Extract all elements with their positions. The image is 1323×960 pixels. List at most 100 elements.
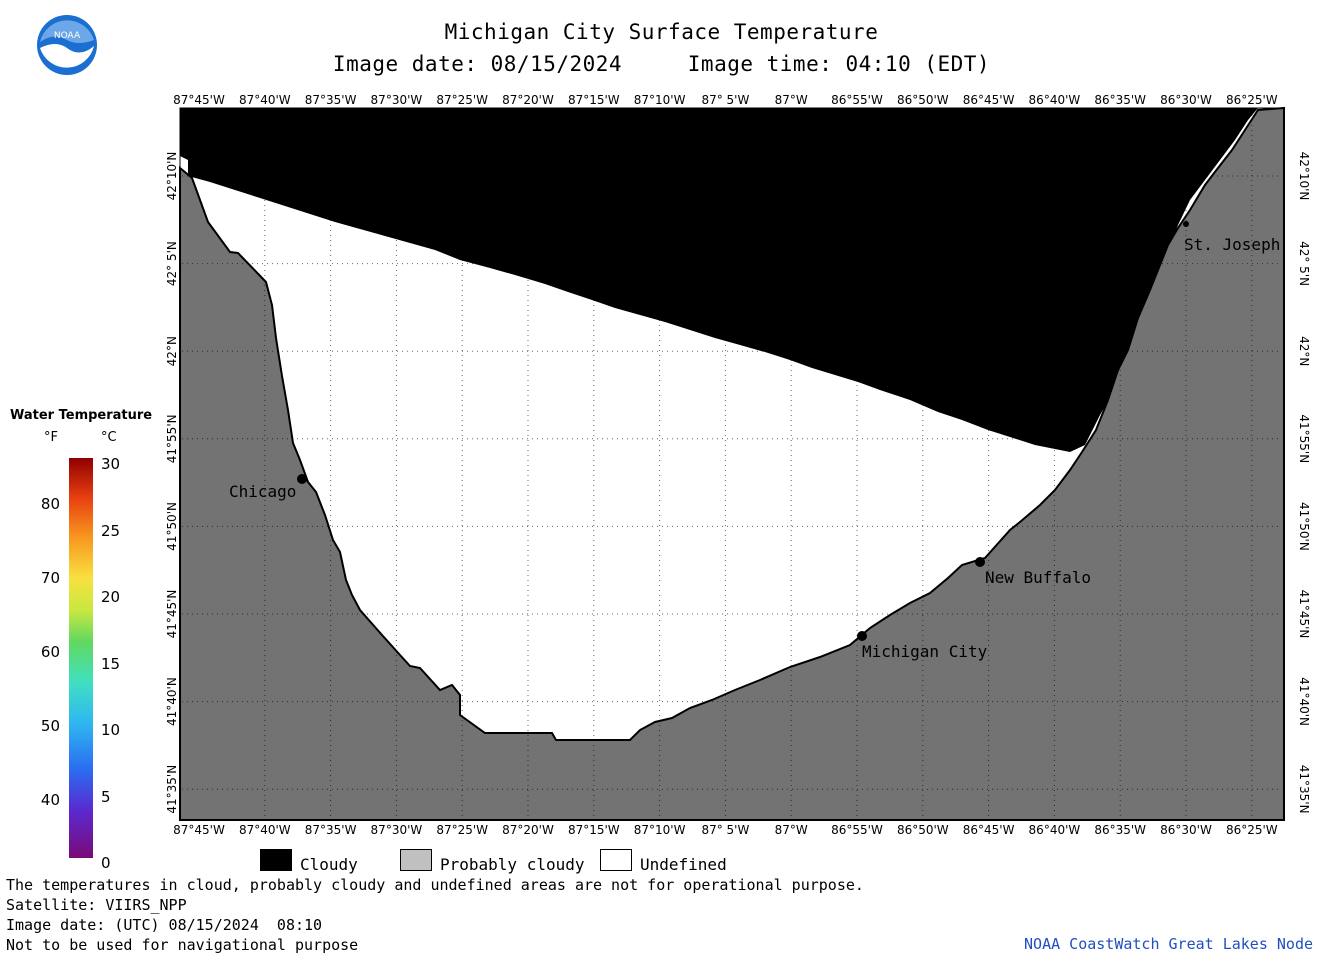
city-label: Chicago [229, 482, 296, 501]
celsius-tick: 30 [101, 455, 121, 473]
longitude-label: 87° 5'W [701, 93, 749, 107]
temperature-legend-title: Water Temperature [10, 408, 153, 423]
longitude-labels-bottom: 87°45'W 87°40'W 87°35'W 87°30'W 87°25'W 87°20… [173, 823, 1278, 837]
latitude-label: 42° 5'N [165, 241, 179, 286]
celsius-tick: 20 [101, 588, 121, 606]
longitude-labels-top: 87°45'W 87°40'W 87°35'W 87°30'W 87°25'W 87°20… [173, 93, 1278, 107]
longitude-label: 87°W [775, 93, 808, 107]
undefined-label: Undefined [640, 855, 727, 874]
longitude-label: 86°30'W [1160, 823, 1212, 837]
longitude-label: 87°W [775, 823, 808, 837]
latitude-label: 41°35'N [165, 765, 179, 814]
celsius-tick: 15 [101, 654, 121, 673]
longitude-label: 87°15'W [568, 823, 620, 837]
longitude-label: 86°40'W [1029, 823, 1081, 837]
city-chicago: Chicago [229, 474, 307, 501]
city-label: Michigan City [862, 642, 988, 661]
city-marker-icon [1183, 221, 1189, 227]
longitude-label: 87°25'W [436, 93, 488, 107]
longitude-label: 86°55'W [831, 823, 883, 837]
celsius-tick: 5 [101, 787, 111, 806]
probably-cloudy-swatch [400, 849, 432, 871]
fahrenheit-tick: 40 [40, 791, 60, 809]
latitude-label: 41°55'N [165, 414, 179, 463]
longitude-label: 87°40'W [239, 823, 291, 837]
latitude-labels-right: 42°10'N 42° 5'N 42°N 41°55'N 41°50'N 41°45'N 4… [1297, 152, 1311, 814]
longitude-label: 87°20'W [502, 823, 554, 837]
longitude-label: 87° 5'W [701, 823, 749, 837]
longitude-label: 87°15'W [568, 93, 620, 107]
longitude-label: 86°45'W [963, 823, 1015, 837]
longitude-label: 86°40'W [1029, 93, 1081, 107]
city-label: New Buffalo [985, 568, 1091, 587]
svg-text:NOAA: NOAA [54, 31, 81, 41]
fahrenheit-tick: 70 [40, 569, 60, 587]
longitude-label: 87°25'W [436, 823, 488, 837]
fahrenheit-unit: °F [44, 430, 58, 445]
fahrenheit-tick: 50 [40, 717, 60, 735]
temperature-color-bar [69, 458, 93, 858]
latitude-label: 41°50'N [1297, 502, 1311, 551]
latitude-label: 42°10'N [165, 152, 179, 201]
city-st-joseph: St. Joseph [1183, 221, 1280, 254]
fahrenheit-tick: 80 [40, 495, 60, 513]
city-marker-icon [297, 474, 307, 484]
image-date-time: Image date: 08/15/2024 Image time: 04:10… [332, 52, 991, 76]
celsius-unit: °C [101, 430, 117, 445]
noaa-logo-icon: NOAA [37, 15, 97, 75]
fahrenheit-tick: 60 [40, 643, 60, 661]
longitude-label: 86°50'W [897, 823, 949, 837]
credit-link[interactable]: NOAA CoastWatch Great Lakes Node [1024, 935, 1313, 953]
celsius-tick: 10 [101, 721, 121, 739]
city-label: St. Joseph [1184, 235, 1280, 254]
cloudy-swatch [260, 849, 292, 871]
latitude-label: 42°10'N [1297, 152, 1311, 201]
city-new-buffalo: New Buffalo [975, 557, 1091, 587]
longitude-label: 86°55'W [831, 93, 883, 107]
longitude-label: 86°35'W [1094, 93, 1146, 107]
longitude-label: 86°30'W [1160, 93, 1212, 107]
longitude-label: 87°35'W [305, 823, 357, 837]
latitude-label: 42° 5'N [1297, 241, 1311, 286]
longitude-label: 86°35'W [1094, 823, 1146, 837]
longitude-label: 87°10'W [634, 823, 686, 837]
longitude-label: 87°30'W [371, 823, 423, 837]
city-michigan-city: Michigan City [857, 631, 988, 661]
cloudy-label: Cloudy [300, 855, 358, 874]
longitude-label: 87°35'W [305, 93, 357, 107]
disclaimer-text: The temperatures in cloud, probably clou… [6, 876, 864, 894]
land-area [179, 106, 1285, 821]
map-frame [179, 107, 1285, 821]
latitude-label: 42°N [1297, 336, 1311, 366]
probably-cloudy-label: Probably cloudy [440, 855, 585, 874]
graticule [182, 110, 1282, 818]
city-marker-icon [857, 631, 867, 641]
longitude-label: 86°50'W [897, 93, 949, 107]
longitude-label: 87°45'W [173, 93, 225, 107]
satellite-text: Satellite: VIIRS_NPP [6, 896, 187, 914]
latitude-label: 41°40'N [1297, 677, 1311, 726]
longitude-label: 87°30'W [371, 93, 423, 107]
longitude-label: 86°25'W [1226, 93, 1278, 107]
longitude-label: 87°10'W [634, 93, 686, 107]
celsius-tick: 0 [101, 854, 111, 872]
longitude-label: 86°45'W [963, 93, 1015, 107]
longitude-label: 87°40'W [239, 93, 291, 107]
navigation-warning-text: Not to be used for navigational purpose [6, 936, 359, 954]
latitude-label: 41°45'N [165, 590, 179, 639]
latitude-label: 41°45'N [1297, 590, 1311, 639]
latitude-labels-left: 42°10'N 42° 5'N 42°N 41°55'N 41°50'N 41°45'N 4… [165, 152, 179, 814]
utc-date-text: Image date: (UTC) 08/15/2024 08:10 [6, 916, 323, 934]
latitude-label: 41°35'N [1297, 765, 1311, 814]
longitude-label: 86°25'W [1226, 823, 1278, 837]
latitude-label: 41°55'N [1297, 414, 1311, 463]
latitude-label: 41°40'N [165, 677, 179, 726]
undefined-swatch [600, 849, 632, 871]
latitude-label: 41°50'N [165, 502, 179, 551]
longitude-label: 87°45'W [173, 823, 225, 837]
map-title: Michigan City Surface Temperature [444, 20, 879, 44]
longitude-label: 87°20'W [502, 93, 554, 107]
city-marker-icon [975, 557, 985, 567]
celsius-tick: 25 [101, 521, 121, 540]
